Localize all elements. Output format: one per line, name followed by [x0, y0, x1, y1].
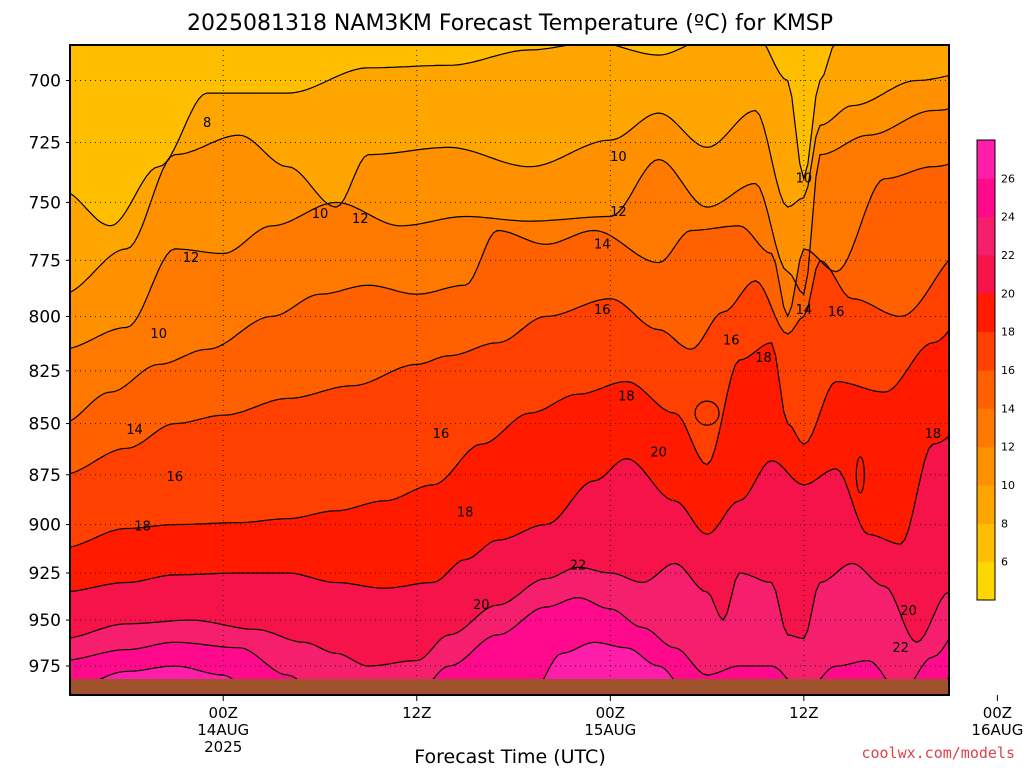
colorbar-swatch: [977, 178, 995, 218]
x-tick-label: 12Z: [789, 704, 818, 722]
plot-frame: [69, 44, 950, 696]
chart-title: 2025081318 NAM3KM Forecast Temperature (…: [187, 11, 833, 36]
x-tick-label: 00Z: [983, 704, 1012, 722]
contour-label: 16: [723, 334, 740, 349]
y-tick-label: 875: [29, 466, 61, 486]
contour-label: 18: [134, 520, 151, 535]
contour-label: 8: [203, 116, 211, 131]
y-tick-label: 975: [29, 657, 61, 677]
colorbar-tick-label: 14: [1001, 402, 1015, 415]
y-tick-label: 825: [29, 362, 61, 382]
y-tick-label: 700: [29, 72, 61, 92]
y-tick-label: 925: [29, 564, 61, 584]
contour-label: 16: [594, 303, 611, 318]
y-tick-label: 725: [29, 134, 61, 154]
y-tick-label: 750: [29, 193, 61, 213]
colorbar-swatch: [977, 216, 995, 256]
contour-label: 12: [610, 205, 627, 220]
y-tick-label: 850: [29, 415, 61, 435]
contour-label: 12: [981, 96, 998, 111]
colorbar-tick-label: 8: [1001, 517, 1008, 530]
colorbar-tick-label: 26: [1001, 172, 1015, 185]
contour-label: 20: [473, 598, 490, 613]
x-tick-label: 2025: [204, 738, 242, 756]
colorbar: 6 8 10 12 14 16 18 20 22 24 26: [976, 139, 1015, 601]
x-tick-label: 14AUG: [197, 721, 249, 739]
contour-label: 18: [755, 351, 772, 366]
colorbar-tick-label: 18: [1001, 326, 1015, 339]
colorbar-swatch: [977, 370, 995, 409]
isotherm-14: [70, 163, 949, 422]
colorbar-swatch: [977, 523, 995, 563]
colorbar-swatch: [977, 485, 995, 524]
contour-label: 22: [892, 641, 909, 656]
colorbar-swatch: [977, 331, 995, 371]
contour-label: 14: [594, 237, 611, 252]
isotherm-20: [70, 435, 949, 593]
x-tick-label: 00Z: [596, 704, 625, 722]
colorbar-swatch: [977, 255, 995, 294]
isotherm-16: [70, 259, 949, 475]
contour-label: 16: [828, 305, 845, 320]
contour-label: 10: [796, 172, 813, 187]
colorbar-tick-label: 24: [1001, 211, 1015, 224]
y-tick-label: 950: [29, 611, 61, 631]
contour-label: 10: [610, 150, 627, 165]
colorbar-tick-label: 6: [1001, 556, 1008, 569]
x-tick-label: 00Z: [209, 704, 238, 722]
contour-label: 20: [650, 445, 667, 460]
contour-label: 22: [570, 558, 587, 573]
isotherm-22: [70, 562, 949, 667]
contour-label: 18: [457, 506, 474, 521]
credit-text: coolwx.com/models: [861, 744, 1015, 762]
contour-label: 12: [183, 251, 200, 266]
contour-label: 14: [796, 303, 813, 318]
plot-area: 8 10 10 10 10 12 12 12 12 14 14 14 16 16 16 16 16 18 18 18 1…: [70, 45, 998, 695]
contour-label: 16: [167, 470, 184, 485]
band-24: [70, 597, 949, 695]
colorbar-tick-label: 12: [1001, 441, 1015, 454]
contour-label: 12: [352, 212, 369, 227]
y-axis: 700 725 750 775 800 825 850 875 900 925 950 975: [29, 72, 70, 677]
contour-lines: [70, 45, 949, 695]
colorbar-tick-label: 16: [1001, 364, 1015, 377]
colorbar-tick-label: 20: [1001, 287, 1015, 300]
contour-label: 14: [126, 423, 143, 438]
colorbar-swatch: [977, 140, 995, 179]
isotherm-10: [70, 74, 949, 293]
colorbar-swatch: [977, 293, 995, 333]
closed-contour-a: [694, 400, 720, 426]
y-tick-label: 900: [29, 516, 61, 536]
colorbar-swatch: [977, 408, 995, 448]
x-tick-label: 15AUG: [584, 721, 636, 739]
contour-label: 10: [312, 207, 329, 222]
y-tick-label: 775: [29, 251, 61, 271]
colorbar-tick-label: 10: [1001, 479, 1015, 492]
isotherm-12: [70, 108, 949, 349]
colorbar-swatch: [977, 446, 995, 486]
x-tick-label: 16AUG: [971, 721, 1023, 739]
colorbar-tick-label: 22: [1001, 249, 1015, 262]
colorbar-frame: [976, 139, 996, 601]
x-tick-label: 12Z: [402, 704, 431, 722]
ground-surface: [70, 679, 949, 695]
grid-lines: [70, 45, 949, 695]
contour-label: 16: [433, 427, 450, 442]
contour-label: 18: [618, 389, 635, 404]
isotherm-8: [70, 45, 835, 227]
contour-label: 10: [150, 327, 167, 342]
y-tick-label: 800: [29, 307, 61, 327]
isotherm-18: [70, 329, 949, 548]
contour-labels: 8 10 10 10 10 12 12 12 12 14 14 14 16 16 16 16 16 18 18 18 1…: [126, 96, 998, 656]
x-axis-label: Forecast Time (UTC): [414, 746, 605, 768]
isotherm-26: [70, 641, 949, 695]
contour-label: 18: [925, 427, 942, 442]
band-22: [70, 563, 949, 695]
closed-contour-b: [855, 456, 865, 494]
contour-label: 20: [900, 604, 917, 619]
colorbar-swatch: [977, 561, 995, 601]
